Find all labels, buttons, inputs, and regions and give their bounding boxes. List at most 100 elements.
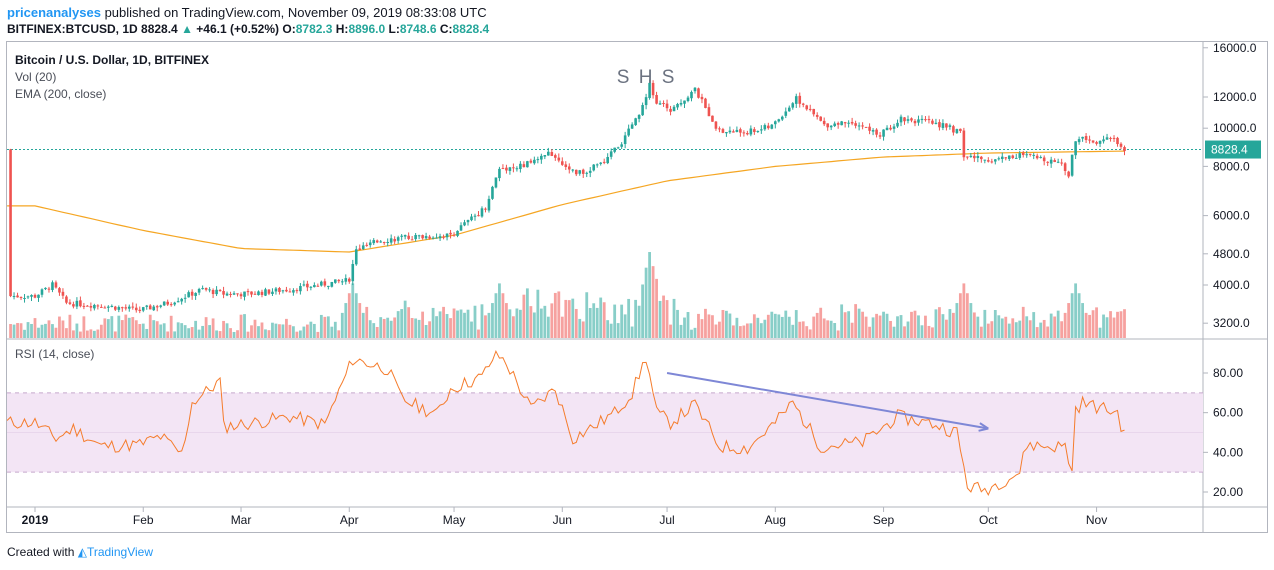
candle-body (159, 305, 163, 307)
candle-body (805, 105, 809, 110)
volume-bar (993, 310, 997, 338)
candle-body (396, 237, 400, 241)
volume-bar (30, 323, 33, 338)
volume-bar (292, 326, 295, 338)
footer: Created with ◭TradingView (7, 545, 153, 559)
candle-body (714, 121, 718, 129)
volume-bar (333, 321, 337, 338)
candle-body (780, 116, 784, 120)
candle-body (393, 238, 396, 242)
volume-bar (522, 294, 526, 338)
volume-bar (298, 330, 302, 338)
candle-body (487, 198, 491, 211)
volume-bar (763, 319, 767, 338)
volume-bar (599, 297, 603, 338)
volume-bar (340, 312, 344, 338)
volume-bar (498, 283, 501, 338)
chart-frame[interactable] (6, 41, 1268, 533)
volume-bar (906, 321, 910, 338)
candle-body (948, 125, 952, 127)
volume-bar (1025, 316, 1029, 338)
volume-bar (72, 330, 75, 338)
volume-bar (1116, 311, 1119, 338)
candle-body (889, 127, 892, 130)
main-legend-title[interactable]: Bitcoin / U.S. Dollar, 1D, BITFINEX (15, 53, 210, 67)
candle-body (54, 282, 58, 288)
candle-body (770, 124, 774, 129)
volume-bar (581, 321, 585, 338)
volume-bar (239, 314, 243, 338)
tradingview-logo-icon[interactable]: ◭ (77, 545, 87, 559)
volume-bar (354, 293, 358, 338)
candle-body (637, 114, 641, 119)
volume-bar (183, 325, 187, 338)
candle-body (892, 126, 896, 129)
candle-body (473, 215, 477, 217)
volume-bar (1070, 293, 1074, 338)
volume-bar (246, 331, 250, 338)
volume-bar (735, 317, 739, 338)
candle-body (651, 82, 655, 96)
candle-body (648, 82, 651, 98)
close-label: C: (439, 22, 453, 36)
volume-bar (281, 324, 285, 338)
candle-body (934, 122, 938, 124)
ema-legend[interactable]: EMA (200, close) (15, 87, 107, 101)
candle-body (1014, 157, 1018, 159)
volume-bar (386, 317, 390, 338)
volume-bar (794, 310, 798, 338)
candle-body (1063, 163, 1067, 171)
candle-body (37, 294, 40, 298)
created-with-text: Created with (7, 545, 75, 559)
volume-bar (546, 316, 550, 338)
candle-body (477, 215, 480, 217)
volume-bar (1081, 303, 1084, 338)
candle-body (794, 96, 798, 104)
volume-bar (274, 323, 278, 338)
volume-bar (96, 329, 100, 338)
time-tick-label: Oct (979, 513, 998, 527)
candle-body (906, 119, 910, 121)
volume-legend[interactable]: Vol (20) (15, 70, 57, 84)
candle-body (959, 128, 962, 132)
volume-bar (641, 284, 645, 338)
candle-body (1028, 153, 1032, 155)
candle-body (1105, 137, 1109, 140)
candle-body (354, 249, 358, 265)
candle-body (131, 306, 135, 308)
candle-body (634, 118, 637, 126)
volume-bar (592, 303, 596, 338)
candle-body (1060, 162, 1063, 164)
volume-bar (271, 322, 274, 338)
author-link[interactable]: pricenanalyses (7, 5, 101, 20)
trend-arrow-line (666, 372, 989, 430)
volume-bar (920, 325, 924, 338)
volume-bar (690, 329, 693, 338)
candle-body (368, 242, 372, 246)
candle-body (340, 281, 344, 283)
rsi-legend[interactable]: RSI (14, close) (15, 347, 95, 361)
volume-bar (58, 316, 61, 338)
volume-bar (463, 312, 466, 338)
rsi-tick-label: 40.00 (1213, 445, 1243, 459)
volume-bar (976, 316, 980, 338)
candle-body (1042, 157, 1046, 162)
candle-body (75, 300, 79, 307)
volume-bar (1032, 312, 1036, 338)
volume-bar (1088, 314, 1091, 338)
volume-bar (264, 329, 267, 338)
time-tick-label: 2019 (22, 513, 49, 527)
volume-bar (106, 319, 110, 338)
up-arrow-icon: ▲ (181, 22, 193, 36)
volume-bar (683, 317, 686, 338)
candle-body (641, 105, 644, 116)
volume-bar (742, 325, 746, 338)
candle-body (445, 233, 449, 238)
volume-bar (312, 323, 316, 338)
tradingview-brand[interactable]: TradingView (86, 545, 153, 559)
candle-body (864, 126, 868, 128)
volume-bar (812, 316, 816, 338)
volume-bar (78, 331, 82, 338)
candle-body (386, 241, 389, 243)
